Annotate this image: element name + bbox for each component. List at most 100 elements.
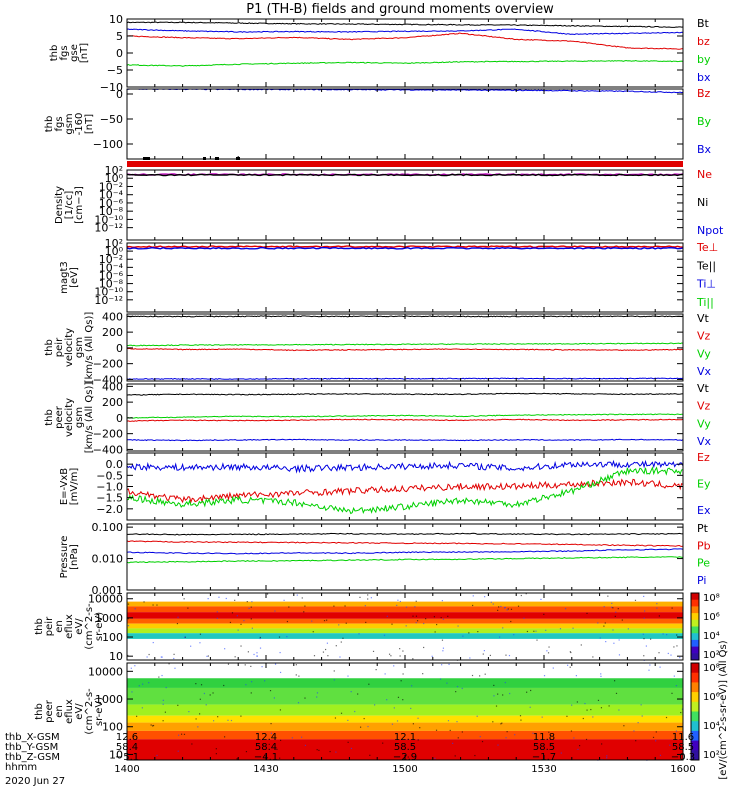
y-axis-label: peer [44,699,55,723]
series-line-Ex [126,459,684,474]
spectrogram-pixel [223,684,225,687]
spectrogram-pixel [312,631,314,633]
spectrogram-pixel [412,658,414,660]
spectrogram-pixel [477,631,479,633]
y-value-gsm: 58.5 [672,742,694,753]
y-value-gsm: 58.4 [255,742,277,753]
spectrogram-pixel [173,657,175,660]
spectrogram-pixel [130,667,132,669]
y-axis-label: [nPa] [69,544,80,570]
spectrogram-pixel [484,596,486,598]
spectrogram-pixel [218,596,220,598]
spectrogram-pixel [141,683,144,685]
spectrogram-pixel [493,684,495,687]
spectrogram-pixel [590,708,592,711]
time-label: 1500 [392,764,417,775]
spectrogram-pixel [347,675,349,677]
spectrogram-pixel [497,693,499,695]
spectrogram-pixel [253,653,255,656]
spectrogram-pixel [388,653,391,655]
y-tick-label: −10 [100,81,123,94]
legend-entry: Bx [697,143,712,156]
spectrogram-pixel [439,678,442,680]
y-tick-label: 200 [102,326,123,339]
spectrogram-pixel [675,730,678,732]
spectrogram-pixel [296,594,298,596]
spectrogram-pixel [127,603,130,605]
y-tick-label: 0.001 [92,584,124,597]
spectrogram-pixel [652,736,655,739]
legend-entry: Te|| [696,259,716,272]
legend-entry: Ey [697,478,711,491]
spectrogram-pixel [333,679,335,681]
series-line-by [126,59,684,67]
spectrogram-pixel [197,726,199,728]
x-row-label: 2020 Jun 27 [5,776,65,787]
spectrogram-pixel [643,617,645,619]
spectrogram-pixel [644,610,646,612]
spectrogram-pixel [530,689,532,692]
spectrogram-pixel [187,607,189,609]
colorbar-segment [691,701,699,712]
spectrogram-pixel [245,684,247,686]
spectrogram-pixel [344,605,346,607]
spectrogram-pixel [324,648,327,651]
spectrogram-pixel [578,745,581,747]
y-axis-label: gsm [74,407,85,428]
series-line-Ni [126,173,684,177]
spectrogram-pixel [564,608,567,610]
spectrogram-pixel [259,637,261,640]
spectrogram-pixel [586,612,588,615]
legend-entry: Te⊥ [696,241,718,254]
colorbar-segment [691,750,699,761]
spectrogram-pixel [479,735,481,738]
status-bar-red [127,161,683,167]
y-tick-label: 10⁻⁸ [99,278,124,291]
colorbar-segment [691,672,699,683]
series-line-Ez [126,478,684,504]
spectrogram-pixel [303,611,305,613]
spectrogram-pixel [462,635,464,637]
spectrogram-pixel [184,636,186,638]
x-row-label: thb_Z-GSM [5,752,60,763]
spectrogram-pixel [613,642,615,644]
y-axis-label: eV/ [74,703,85,720]
spectrogram-pixel [489,654,491,657]
status-bar-segment [215,157,219,160]
spectrogram-pixel [526,630,529,633]
spectrogram-pixel [329,750,331,753]
spectrogram-pixel [502,694,504,696]
colorbar-label: 10² [703,750,720,761]
spectrogram-pixel [586,709,588,711]
spectrogram-pixel [240,715,242,717]
legend-entry: Pe [697,557,710,570]
legend-entry: Ti|| [696,296,714,309]
spectrogram-pixel [244,664,246,666]
spectrogram-pixel [603,606,605,608]
y-value-gsm: 58.5 [533,742,555,753]
spectrogram-pixel [372,650,375,652]
spectrogram-pixel [655,731,657,733]
spectrogram-pixel [200,684,203,686]
spectrogram-pixel [365,621,367,624]
spectrogram-pixel [584,702,586,705]
legend-entry: Bz [697,87,711,100]
spectrogram-pixel [386,615,388,617]
time-label: 1530 [531,764,556,775]
y-axis-label: en [54,620,65,633]
colorbar-frame [690,592,700,661]
colorbar-frame [690,662,700,761]
panel-peir_spectrogram: 10⁸ 10⁶ 10⁴ 10² 10000 1000 100 10 thb peir en eflux… [34,592,720,663]
panel-peer_spectrogram: 10⁸ 10⁶ 10⁴ 10² 10000 1000 100 10 thb peer en eflux… [34,662,720,761]
spectrogram-pixel [643,655,645,657]
spectrogram-pixel [199,698,201,700]
spectrogram-pixel [433,616,436,618]
spectrogram-pixel [164,711,166,713]
panel-frame [126,242,684,313]
spectrogram-pixel [493,695,495,697]
y-axis-label: en [54,705,65,718]
spectrogram-pixel [224,648,226,650]
legend-entry: By [697,115,712,128]
spectrogram-pixel [472,604,474,607]
spectrogram-pixel [251,601,253,603]
